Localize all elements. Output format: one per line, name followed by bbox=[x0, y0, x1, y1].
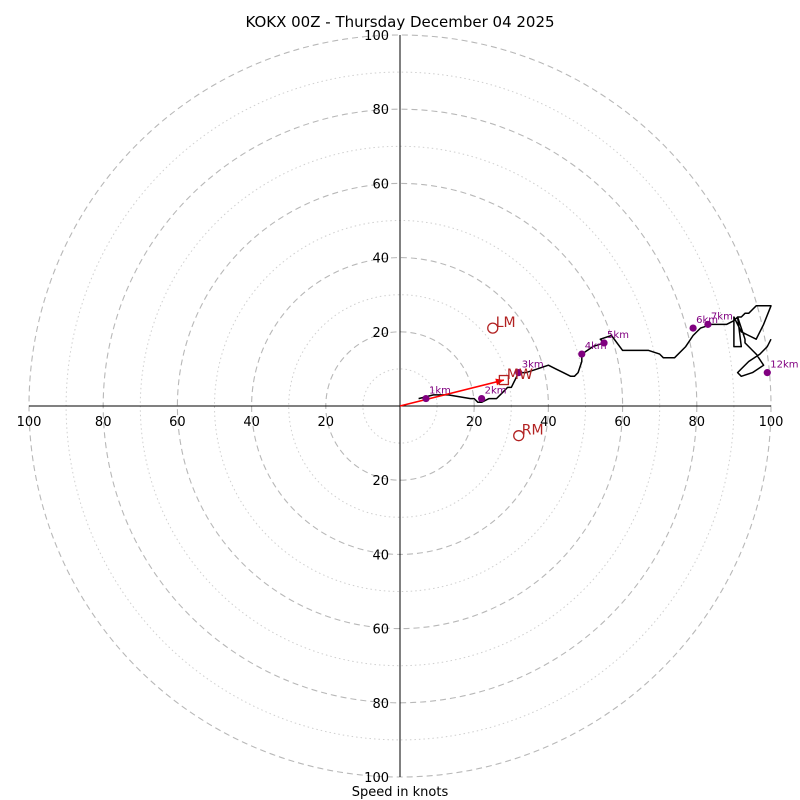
storm-motion-label: LM bbox=[496, 315, 516, 331]
hodograph-line bbox=[418, 305, 772, 404]
height-marker-label: 7km bbox=[711, 311, 733, 322]
x-tick-label: 40 bbox=[243, 415, 260, 430]
storm-motion-label: RM bbox=[522, 423, 544, 439]
tick-labels: 100 80 60 40 20 20 40 60 80 100 100 80 60 40 20 20 40 60 8… bbox=[17, 29, 784, 786]
shear-vector bbox=[399, 379, 505, 407]
storm-motion-marker bbox=[513, 430, 525, 442]
height-marker-label: 4km bbox=[585, 341, 607, 352]
x-tick-label: 20 bbox=[466, 415, 483, 430]
x-tick-label: 20 bbox=[318, 415, 335, 430]
storm-motion-marker bbox=[498, 374, 510, 386]
y-tick-label: 60 bbox=[372, 177, 389, 192]
x-tick-label: 80 bbox=[95, 415, 112, 430]
height-marker-label: 3km bbox=[522, 360, 544, 371]
y-tick-label: 80 bbox=[372, 697, 389, 712]
height-marker-label: 5km bbox=[607, 330, 629, 341]
y-tick-label: 20 bbox=[372, 474, 389, 489]
height-marker-label: 1km bbox=[429, 386, 451, 397]
height-marker-label: 12km bbox=[770, 360, 798, 371]
x-tick-label: 60 bbox=[169, 415, 186, 430]
y-tick-label: 40 bbox=[372, 548, 389, 563]
storm-motion-label: MW bbox=[507, 367, 533, 383]
x-axis-label: Speed in knots bbox=[352, 785, 449, 800]
x-tick-label: 100 bbox=[759, 415, 784, 430]
height-marker-point bbox=[578, 350, 586, 358]
height-marker-point bbox=[515, 369, 523, 377]
height-marker-label: 2km bbox=[485, 386, 507, 397]
x-tick-label: 80 bbox=[689, 415, 706, 430]
storm-motion: LM MW RM bbox=[487, 315, 544, 442]
x-tick-label: 60 bbox=[614, 415, 631, 430]
y-tick-label: 80 bbox=[372, 103, 389, 118]
y-tick-label: 60 bbox=[372, 623, 389, 638]
height-marker-point bbox=[763, 369, 771, 377]
height-marker-point bbox=[600, 339, 608, 347]
height-marker-point bbox=[422, 394, 430, 403]
y-tick-label: 40 bbox=[372, 252, 389, 267]
height-marker-point bbox=[478, 394, 486, 403]
y-tick-label: 20 bbox=[372, 326, 389, 341]
storm-motion-marker bbox=[487, 322, 499, 334]
x-tick-label: 100 bbox=[17, 415, 42, 430]
y-tick-label: 100 bbox=[364, 29, 389, 44]
x-tick-label: 40 bbox=[540, 415, 557, 430]
height-marker-point bbox=[689, 324, 697, 332]
chart-title: KOKX 00Z - Thursday December 04 2025 bbox=[245, 13, 554, 31]
height-marker-label: 6km bbox=[696, 315, 718, 326]
height-marker-point bbox=[704, 320, 712, 328]
y-tick-label: 100 bbox=[364, 771, 389, 786]
